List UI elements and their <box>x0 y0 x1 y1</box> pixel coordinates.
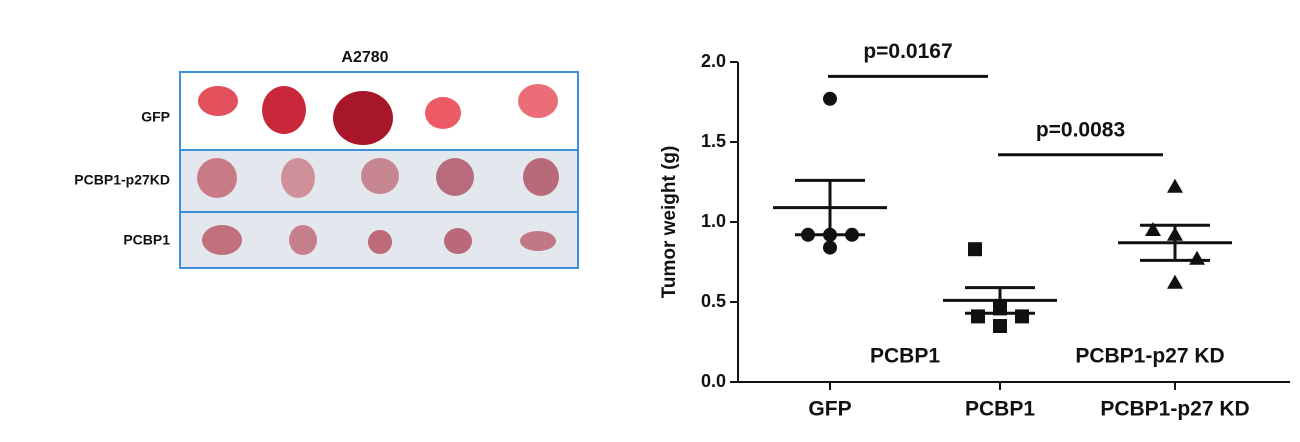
data-point <box>993 319 1007 333</box>
row-label: PCBP1-p27KD <box>74 172 170 188</box>
panel-title: A2780 <box>341 49 388 66</box>
y-tick-label: 0.5 <box>701 291 726 311</box>
y-axis-label: Tumor weight (g) <box>659 146 680 299</box>
tumors-pcbp1 <box>202 225 556 255</box>
data-point <box>1015 309 1029 324</box>
x-tick-label: GFP <box>808 398 851 421</box>
y-tick-label: 2.0 <box>701 51 726 71</box>
data-point <box>823 91 837 106</box>
annotation: PCBP1 <box>870 345 940 368</box>
data-point <box>1145 222 1161 236</box>
row-label: PCBP1 <box>123 232 170 248</box>
y-tick-label: 1.5 <box>701 131 726 151</box>
x-tick-label: PCBP1-p27 KD <box>1100 398 1249 421</box>
annotation: PCBP1-p27 KD <box>1075 345 1224 368</box>
x-tick-label: PCBP1 <box>965 398 1035 421</box>
row-label: GFP <box>141 109 170 125</box>
data-point <box>1189 250 1205 265</box>
data-point <box>971 309 985 324</box>
p-value: p=0.0083 <box>1036 118 1125 141</box>
data-point <box>968 242 982 257</box>
tumors-kd <box>197 158 559 198</box>
data-point <box>1167 274 1183 289</box>
y-tick-label: 1.0 <box>701 211 726 231</box>
tumors-gfp <box>198 84 558 145</box>
data-point <box>823 240 837 255</box>
y-tick-label: 0.0 <box>701 371 726 391</box>
data-point <box>1167 178 1183 193</box>
p-value: p=0.0167 <box>863 40 952 63</box>
